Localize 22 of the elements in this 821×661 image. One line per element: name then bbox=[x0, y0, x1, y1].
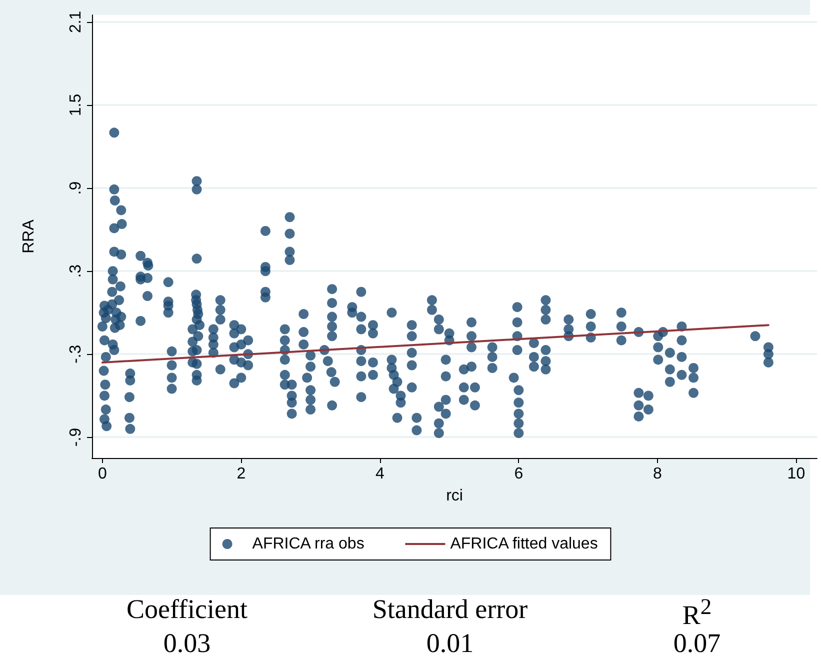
y-tick-label: .9 bbox=[68, 181, 84, 195]
y-tick-label: -.9 bbox=[68, 428, 84, 447]
text: R$^{2}$ bbox=[681, 594, 713, 631]
text: 0.03 bbox=[162, 628, 212, 659]
x-tick-label: 2 bbox=[236, 466, 246, 482]
x-axis-title: rci bbox=[446, 488, 463, 504]
legend-label: AFRICA rra obs bbox=[252, 536, 364, 552]
text: Coefficient bbox=[126, 594, 248, 625]
y-axis-title: RRA bbox=[20, 219, 38, 254]
y-tick-label: .3 bbox=[68, 264, 84, 278]
x-tick-label: 8 bbox=[652, 466, 662, 482]
x-tick-label: 0 bbox=[98, 466, 107, 482]
y-tick-label: -.3 bbox=[68, 344, 84, 364]
text: 0.07 bbox=[672, 628, 722, 659]
legend-label: AFRICA fitted values bbox=[450, 536, 598, 552]
x-tick-label: 4 bbox=[375, 466, 384, 482]
x-tick-label: 6 bbox=[514, 466, 524, 482]
text: 0.01 bbox=[425, 628, 475, 659]
y-tick-label: 1.5 bbox=[68, 94, 84, 116]
text: Standard error bbox=[371, 594, 529, 625]
y-tick-label: 2.1 bbox=[68, 10, 84, 34]
x-tick-label: 10 bbox=[787, 466, 806, 482]
